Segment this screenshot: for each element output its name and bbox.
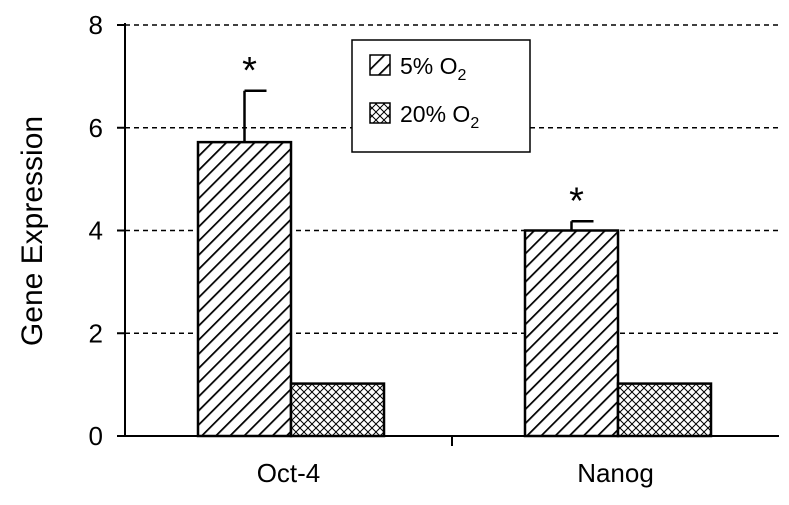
y-tick-label: 4: [89, 216, 103, 246]
bar-crosshatch: [289, 382, 386, 438]
legend-swatch: [369, 54, 391, 76]
x-tick-label: Oct-4: [257, 458, 321, 488]
legend-label: 20% O2: [400, 101, 479, 132]
bar-diagonal-hatch: [523, 229, 620, 438]
y-tick-label: 6: [89, 113, 103, 143]
legend-label-text: 20% O: [400, 101, 470, 127]
y-tick-label: 2: [89, 318, 103, 348]
legend-label-subscript: 2: [470, 115, 479, 132]
y-tick-label: 8: [89, 10, 103, 40]
legend-swatch: [369, 102, 391, 124]
axes: 0 2 4 6 8 Oct-4 Nanog: [89, 10, 779, 488]
bars: **: [196, 50, 713, 438]
significance-asterisk: *: [242, 50, 257, 92]
significance-asterisk: *: [569, 180, 584, 222]
bar-diagonal-hatch: [196, 140, 293, 438]
bar-crosshatch: [616, 382, 713, 438]
y-axis-title: Gene Expression: [16, 116, 49, 346]
legend-label-subscript: 2: [458, 67, 467, 84]
x-tick-label: Nanog: [577, 458, 654, 488]
legend-label-text: 5% O: [400, 53, 458, 79]
legend-label: 5% O2: [400, 53, 467, 84]
y-tick-label: 0: [89, 421, 103, 451]
